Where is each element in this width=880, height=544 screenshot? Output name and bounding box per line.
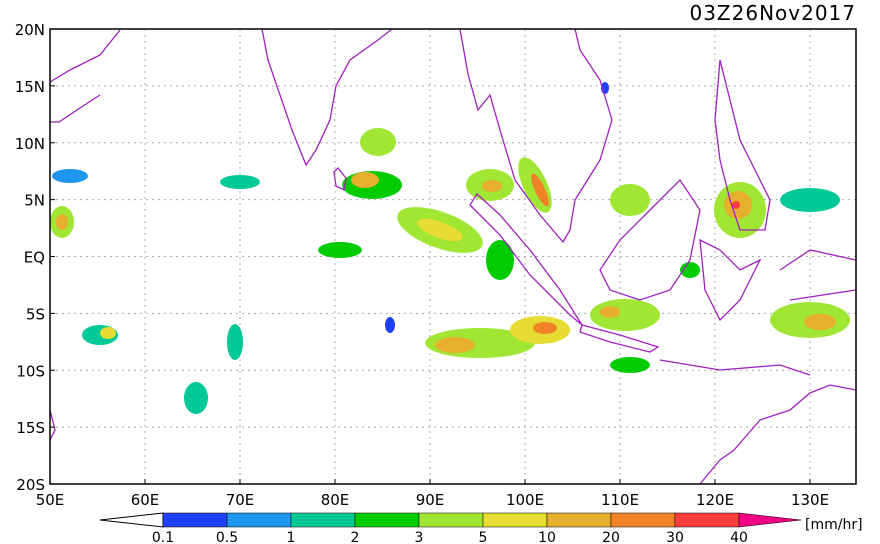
rain [220, 175, 260, 189]
colorbar-unit: [mm/hr] [805, 517, 863, 533]
coastlines [49, 28, 857, 485]
lat-label: 20N [15, 21, 45, 39]
rain [804, 314, 836, 330]
colorbar-label: 20 [602, 530, 620, 544]
rain [435, 337, 475, 353]
rain [680, 262, 700, 278]
lon-label: 90E [416, 491, 445, 509]
rain [610, 357, 650, 373]
map-title: 03Z26Nov2017 [689, 1, 856, 25]
colorbar-label: 40 [730, 530, 748, 544]
lat-label: 15N [15, 78, 45, 96]
colorbar-label: 3 [415, 530, 424, 544]
colorbar-label: 5 [479, 530, 488, 544]
lat-label: 5N [24, 192, 45, 210]
coastline [333, 167, 347, 191]
rain [417, 218, 463, 242]
colorbar-segment [226, 512, 292, 528]
rain [780, 188, 840, 212]
grid [50, 29, 856, 484]
colorbar-segment [610, 512, 676, 528]
colorbar-segment [354, 512, 420, 528]
lon-label: 120E [696, 491, 734, 509]
colorbar-segment [162, 512, 228, 528]
lon-label: 60E [131, 491, 160, 509]
colorbar-segment [418, 512, 484, 528]
lat-label: 15S [16, 419, 45, 437]
colorbar-segment [290, 512, 356, 528]
lon-label: 110E [601, 491, 639, 509]
rain [600, 306, 620, 318]
coastline [579, 324, 660, 353]
coastline [469, 192, 583, 326]
lat-label: 5S [26, 305, 45, 323]
coastline [659, 249, 857, 376]
colorbar-label: 1 [287, 530, 296, 544]
colorbar-label: 30 [666, 530, 684, 544]
rain [590, 299, 660, 331]
coastline [714, 59, 771, 231]
rain [531, 173, 549, 207]
lon-label: 100E [506, 491, 544, 509]
rain [52, 169, 88, 183]
colorbar-label: 2 [351, 530, 360, 544]
rain [610, 184, 650, 216]
rain [360, 128, 396, 156]
rain [318, 242, 362, 258]
coastline [49, 29, 121, 123]
rain [100, 327, 116, 339]
lat-label: 10N [15, 135, 45, 153]
lat-label: 20S [16, 476, 45, 494]
colorbar-label: 0.5 [216, 530, 238, 544]
colorbar-segment [674, 512, 740, 528]
lat-label: EQ [24, 249, 45, 267]
colorbar-segment [482, 512, 548, 528]
colorbar: 0.1 0.5 1 2 3 5 10 20 30 40 [99, 512, 802, 544]
colorbar-label: 10 [538, 530, 556, 544]
rain [533, 322, 557, 334]
colorbar-label: 0.1 [152, 530, 174, 544]
colorbar-segment [546, 512, 612, 528]
lon-label: 130E [791, 491, 829, 509]
rain [351, 172, 379, 188]
coastline [699, 238, 762, 322]
rain [385, 317, 395, 333]
lon-label: 80E [321, 491, 350, 509]
coastline [49, 409, 56, 441]
coastline [261, 28, 393, 167]
rain [227, 324, 243, 360]
coastline [599, 178, 701, 301]
rain [486, 240, 514, 280]
rain-areas [50, 82, 850, 414]
lon-label: 70E [226, 491, 255, 509]
coastline [699, 384, 857, 485]
rain [184, 382, 208, 414]
rain [732, 201, 740, 209]
lon-label: 50E [36, 491, 65, 509]
rain [482, 180, 502, 192]
lat-label: 10S [16, 362, 45, 380]
coastline [459, 28, 613, 244]
colorbar-arrow [738, 512, 802, 528]
rain [56, 214, 68, 230]
